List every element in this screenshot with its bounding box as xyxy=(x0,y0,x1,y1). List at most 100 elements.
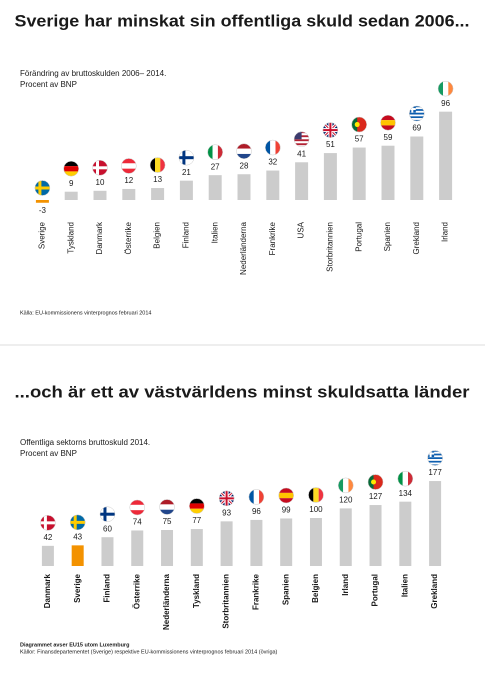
flag-part xyxy=(294,145,310,147)
value-label: 43 xyxy=(73,532,82,541)
flag-part xyxy=(63,171,79,177)
flag-clip xyxy=(409,106,425,122)
bar xyxy=(131,530,144,566)
flag-ring xyxy=(437,80,454,97)
flag-part xyxy=(178,156,194,160)
flag-part xyxy=(409,108,416,111)
flag-ring xyxy=(409,105,425,122)
flag-part xyxy=(225,490,228,506)
flag-ring xyxy=(308,487,324,503)
flag xyxy=(99,506,116,522)
flag-ring xyxy=(236,143,252,159)
bar xyxy=(71,545,84,566)
flag-clip xyxy=(338,477,354,493)
flag-part xyxy=(409,106,425,108)
flag-clip xyxy=(189,498,205,514)
flag-part xyxy=(313,487,319,503)
flag-part xyxy=(427,464,443,466)
flag-part xyxy=(207,144,213,160)
flag-part xyxy=(265,140,271,156)
flag xyxy=(92,160,108,176)
flag-part xyxy=(443,81,449,97)
value-label: 41 xyxy=(297,149,306,158)
flag-part xyxy=(397,471,403,487)
flag xyxy=(40,515,56,531)
flag-part xyxy=(427,460,443,463)
flag-clip xyxy=(219,490,235,506)
flag-ring xyxy=(178,149,195,166)
bar xyxy=(381,145,395,200)
flag-part xyxy=(63,166,79,172)
category-label: Irland xyxy=(341,574,350,596)
category-label: Belgien xyxy=(311,574,320,603)
flag xyxy=(265,139,281,156)
value-label: 51 xyxy=(326,140,335,149)
bar xyxy=(220,521,233,566)
bar xyxy=(399,501,412,566)
bar xyxy=(250,519,263,566)
bar xyxy=(64,191,78,200)
flag-ring xyxy=(427,450,443,466)
flag-ring xyxy=(69,514,86,531)
flag-part xyxy=(217,144,223,160)
flag xyxy=(338,477,354,494)
flag-clip xyxy=(159,499,175,515)
category-label: Frankrike xyxy=(268,221,277,255)
flag xyxy=(367,474,384,490)
flag-part xyxy=(121,168,137,174)
category-label: Finland xyxy=(182,222,191,248)
flag-part xyxy=(259,489,264,505)
flag-part xyxy=(427,462,443,465)
flag-clip xyxy=(427,450,443,466)
flag-part xyxy=(236,148,252,154)
flag-clip xyxy=(92,160,108,176)
flag-part xyxy=(70,520,86,524)
value-label: 9 xyxy=(69,179,74,188)
flag xyxy=(207,144,223,160)
note: Källa: EU-kommissionens vinterprognos fe… xyxy=(20,310,151,316)
flag-part xyxy=(427,452,435,455)
flag-clip xyxy=(178,150,194,166)
bar xyxy=(339,508,352,566)
category-label: Tyskland xyxy=(66,222,75,254)
bar xyxy=(122,188,136,200)
value-label: 69 xyxy=(412,124,421,133)
flag xyxy=(178,149,195,166)
flag-ring xyxy=(248,489,265,505)
flag-ring xyxy=(322,122,339,138)
category-label: Portugal xyxy=(371,574,380,606)
bar xyxy=(280,518,293,566)
flag xyxy=(278,487,294,504)
flag-ring xyxy=(149,157,166,173)
flag-ring xyxy=(92,160,108,176)
value-label: 74 xyxy=(133,518,142,527)
category-label: Sverige xyxy=(73,573,82,602)
flag-part xyxy=(189,503,205,509)
flag-part xyxy=(212,144,218,160)
flag-part xyxy=(380,125,396,131)
value-label: 75 xyxy=(163,517,172,526)
flag-part xyxy=(348,477,354,493)
flag-part xyxy=(427,459,443,461)
value-label: 93 xyxy=(222,508,231,517)
flag-clip xyxy=(121,158,137,174)
flag-part xyxy=(368,474,374,490)
flag-clip xyxy=(40,515,56,531)
value-label: 10 xyxy=(96,178,105,187)
flag xyxy=(189,498,205,514)
flag-part xyxy=(329,122,332,138)
category-label: Finland xyxy=(103,574,112,603)
category-label: Portugal xyxy=(354,222,363,252)
category-label: Nederländerna xyxy=(239,221,248,274)
flag-part xyxy=(409,116,425,119)
flag-clip xyxy=(438,81,454,97)
flag-part xyxy=(338,477,344,493)
flag xyxy=(34,180,51,196)
chart-subtitle: Procent av BNP xyxy=(20,80,77,89)
flag-clip xyxy=(294,131,310,147)
bar xyxy=(295,162,309,200)
bar xyxy=(41,545,54,566)
flag-clip xyxy=(248,489,264,505)
bar xyxy=(190,529,203,566)
flag-clip xyxy=(351,117,367,133)
